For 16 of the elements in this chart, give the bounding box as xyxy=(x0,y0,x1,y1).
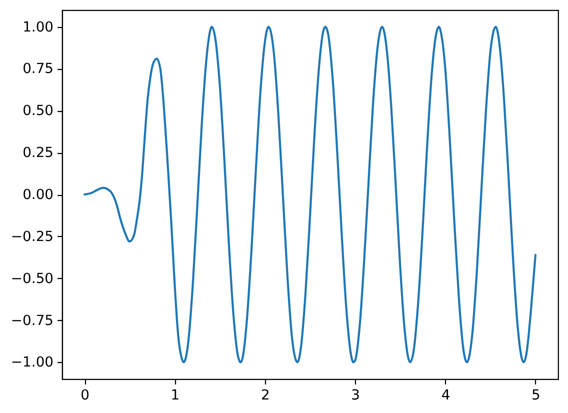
x-tick-label: 2 xyxy=(260,388,270,404)
y-tick-label: −0.25 xyxy=(10,228,54,245)
y-tick-label: 1.00 xyxy=(22,19,54,36)
y-tick-label: 0.25 xyxy=(22,145,54,162)
y-tick-label: 0.00 xyxy=(22,187,54,203)
y-tick-label: 0.50 xyxy=(22,103,54,120)
x-tick-label: 4 xyxy=(441,388,450,404)
y-tick-label: −0.75 xyxy=(10,312,54,329)
x-tick-label: 0 xyxy=(80,388,90,404)
x-tick-label: 5 xyxy=(532,388,540,404)
x-tick-label: 1 xyxy=(170,388,180,404)
y-tick-label: −1.00 xyxy=(10,354,54,371)
y-tick-label: 0.75 xyxy=(22,61,54,78)
x-tick-label: 3 xyxy=(351,388,360,404)
y-tick-label: −0.50 xyxy=(10,270,54,287)
line-series xyxy=(83,26,537,364)
